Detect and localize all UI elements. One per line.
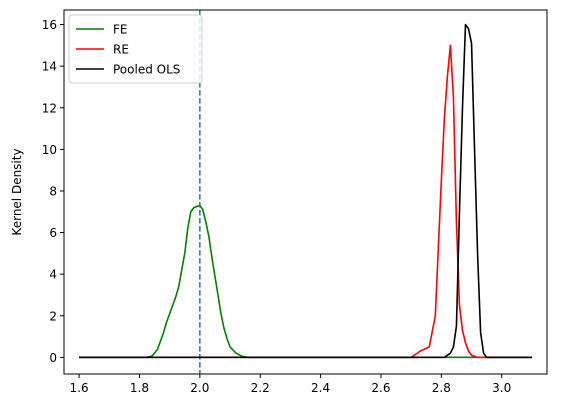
x-tick-label: 1.8 [130,381,149,395]
x-tick-label: 2.2 [251,381,270,395]
y-axis-title: Kernel Density [10,148,24,235]
x-tick-label: 2.6 [371,381,390,395]
y-tick-label: 12 [42,101,57,115]
series-line-fe [79,204,532,359]
y-tick-label: 0 [49,351,57,365]
legend: FE RE Pooled OLS [68,14,203,84]
y-tick-label: 4 [49,268,57,282]
x-tick-label: 2.4 [311,381,330,395]
x-tick-label: 1.6 [70,381,89,395]
y-tick-label: 14 [42,60,57,74]
y-axis: 0 2 4 6 8 10 12 14 16 [42,18,64,365]
y-tick-label: 8 [49,184,57,198]
y-tick-label: 16 [42,18,57,32]
x-tick-label: 3.0 [492,381,511,395]
y-tick-label: 10 [42,143,57,157]
y-tick-label: 6 [49,226,57,240]
series-line-re [79,44,532,359]
legend-label: RE [113,43,129,57]
x-axis: 1.6 1.8 2.0 2.2 2.4 2.6 2.8 3.0 [70,374,511,395]
y-tick-label: 2 [49,309,57,323]
legend-box [68,14,203,84]
legend-label: Pooled OLS [113,63,180,77]
x-tick-label: 2.0 [190,381,209,395]
legend-label: FE [113,23,127,37]
series-line-pooled-ols [79,23,532,359]
x-tick-label: 2.8 [432,381,451,395]
plot-frame [63,9,548,375]
